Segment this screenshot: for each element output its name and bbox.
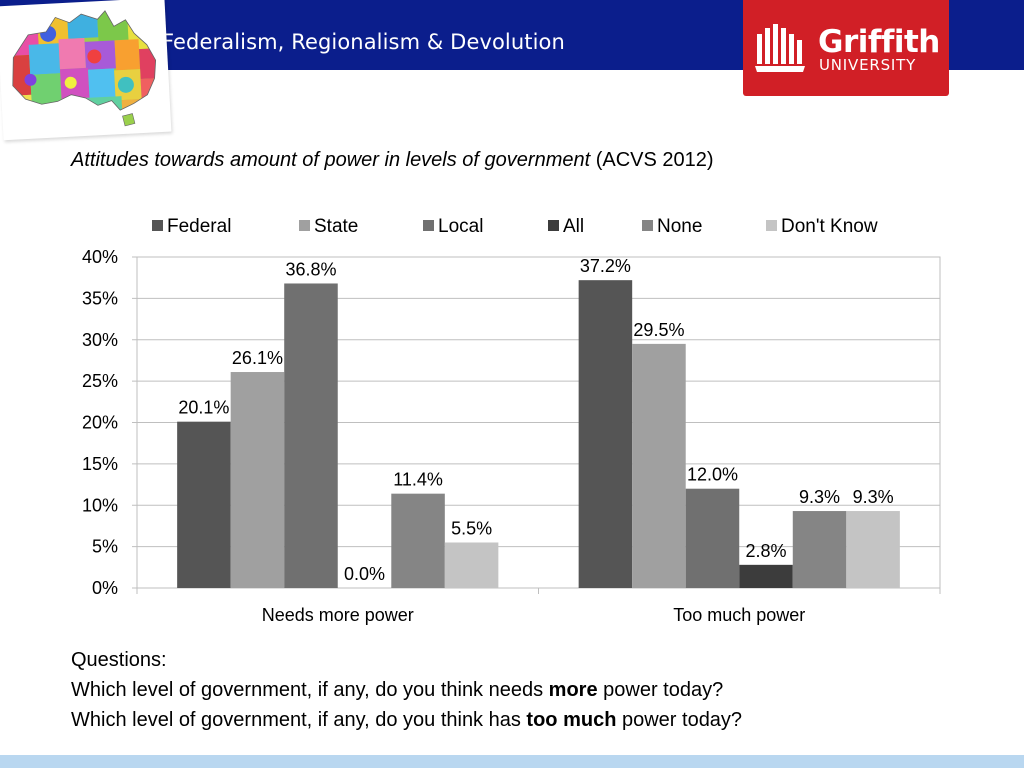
legend-label: Federal <box>167 216 231 237</box>
question-2: Which level of government, if any, do yo… <box>71 709 743 731</box>
data-label: 26.1% <box>232 348 283 368</box>
data-label: 5.5% <box>451 518 492 538</box>
data-label: 36.8% <box>285 259 336 279</box>
australia-map-image <box>0 0 172 141</box>
y-tick-label: 5% <box>92 537 118 557</box>
legend-swatch <box>766 220 777 231</box>
bar <box>177 421 231 588</box>
y-tick-label: 30% <box>82 330 118 350</box>
logo-name: Griffith <box>818 24 940 60</box>
data-label: 2.8% <box>746 541 787 561</box>
legend-swatch <box>423 220 434 231</box>
bar <box>792 511 847 588</box>
bar <box>739 564 793 588</box>
data-label: 20.1% <box>178 398 229 418</box>
data-label: 9.3% <box>799 487 840 507</box>
y-tick-label: 10% <box>82 495 118 515</box>
y-tick-label: 20% <box>82 413 118 433</box>
x-category-label: Too much power <box>673 605 805 625</box>
bar <box>578 280 633 588</box>
data-label: 0.0% <box>344 564 385 584</box>
y-tick-label: 40% <box>82 247 118 267</box>
y-tick-label: 15% <box>82 454 118 474</box>
legend-swatch <box>548 220 559 231</box>
data-label: 37.2% <box>580 256 631 276</box>
legend-swatch <box>299 220 310 231</box>
x-category-label: Needs more power <box>262 605 414 625</box>
bar <box>632 343 686 588</box>
question-1: Which level of government, if any, do yo… <box>71 679 724 701</box>
bar-chart: 0% 5% 10% 15% 20% 25% 30% 35% 40% 20.1% 37.2% 26.1%… <box>82 216 941 625</box>
griffith-logo <box>743 0 949 96</box>
subtitle-italic: Attitudes towards amount of power in lev… <box>71 149 591 171</box>
legend-label: State <box>314 216 358 237</box>
data-label: 29.5% <box>633 320 684 340</box>
legend-swatch <box>152 220 163 231</box>
chart-subtitle: Attitudes towards amount of power in lev… <box>71 149 714 172</box>
legend-swatch <box>642 220 653 231</box>
bar <box>230 372 285 588</box>
subtitle-source: (ACVS 2012) <box>590 149 714 171</box>
data-label: 11.4% <box>393 470 443 490</box>
griffith-crest-icon <box>755 24 805 72</box>
bar <box>685 488 740 588</box>
questions-heading: Questions: <box>71 649 167 671</box>
legend-label: None <box>657 216 702 237</box>
bar <box>284 283 338 588</box>
footer-bar <box>0 755 1024 768</box>
header-title: Federalism, Regionalism & Devolution <box>162 30 565 54</box>
y-tick-label: 25% <box>82 371 118 391</box>
logo-subname: UNIVERSITY <box>819 56 917 74</box>
y-tick-label: 35% <box>82 288 118 308</box>
legend-label: Don't Know <box>781 216 878 237</box>
data-label: 12.0% <box>687 465 738 485</box>
legend-label: All <box>563 216 584 237</box>
australia-map-icon <box>9 8 159 127</box>
bar <box>391 493 445 588</box>
questions-block: Questions: Which level of government, if… <box>71 645 742 735</box>
bar <box>846 511 900 588</box>
bar <box>444 542 499 588</box>
y-tick-label: 0% <box>92 578 118 598</box>
data-label: 9.3% <box>853 487 894 507</box>
legend-label: Local <box>438 216 483 237</box>
